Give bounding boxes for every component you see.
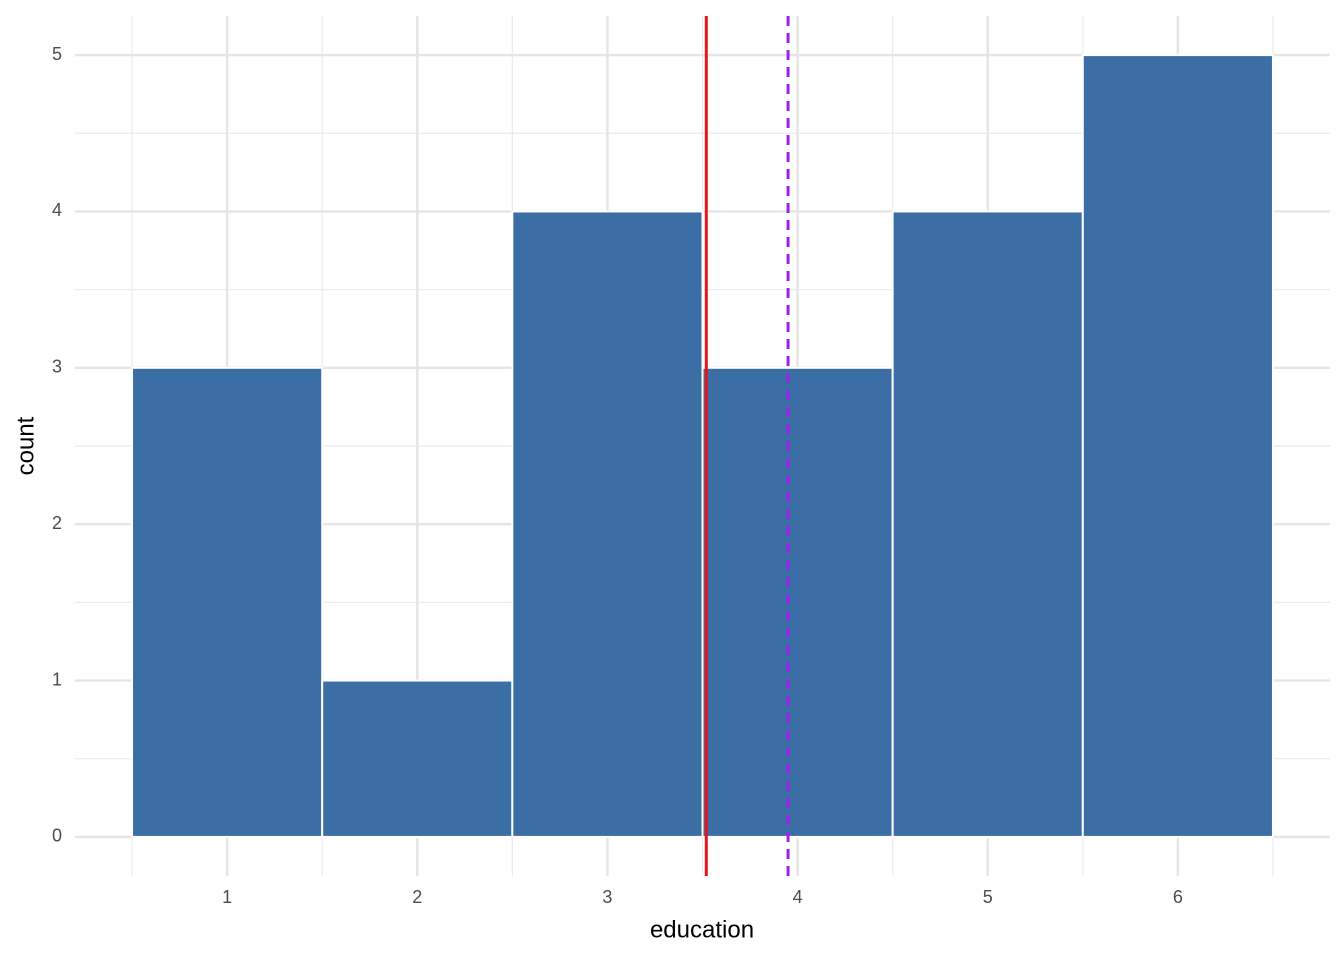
x-tick-label: 4 bbox=[793, 887, 803, 907]
bar bbox=[131, 366, 324, 838]
x-tick-label: 5 bbox=[983, 887, 993, 907]
y-tick-label: 0 bbox=[52, 826, 62, 846]
bar bbox=[511, 210, 704, 838]
y-tick-label: 4 bbox=[52, 200, 62, 220]
bar bbox=[891, 210, 1084, 838]
x-axis-title: education bbox=[650, 916, 754, 943]
y-tick-label: 3 bbox=[52, 357, 62, 377]
x-tick-label: 3 bbox=[602, 887, 612, 907]
x-tick-label: 2 bbox=[412, 887, 422, 907]
y-tick-label: 1 bbox=[52, 669, 62, 689]
x-tick-label: 1 bbox=[222, 887, 232, 907]
x-tick-label: 6 bbox=[1173, 887, 1183, 907]
bar bbox=[321, 679, 514, 838]
y-axis-title: count bbox=[12, 416, 39, 475]
bar bbox=[701, 366, 894, 838]
y-tick-label: 2 bbox=[52, 513, 62, 533]
bar bbox=[1081, 54, 1274, 838]
y-tick-label: 5 bbox=[52, 44, 62, 64]
